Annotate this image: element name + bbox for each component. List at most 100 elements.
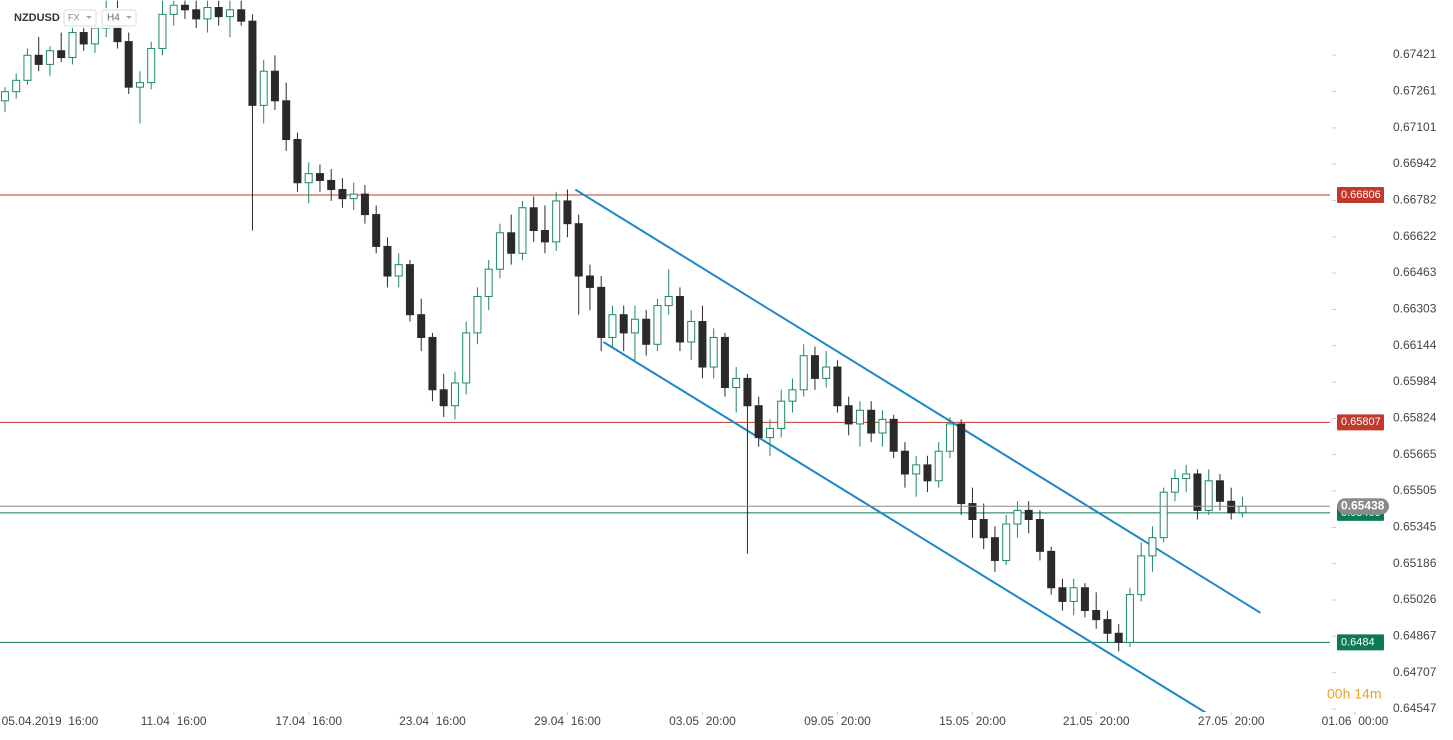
candle-body <box>259 70 268 106</box>
candle-body <box>1080 587 1089 612</box>
candle-body <box>23 54 32 81</box>
candle-body <box>608 314 617 338</box>
interval-button[interactable] <box>101 9 137 27</box>
candle-body <box>1227 500 1236 514</box>
candle-body <box>180 4 189 11</box>
x-tick-label: 11.04 16:00 <box>141 714 207 728</box>
candle-body <box>687 321 696 343</box>
candle-body <box>1193 473 1202 511</box>
candle-body <box>135 82 144 88</box>
candle-body <box>777 400 786 429</box>
y-tick-label: 0.64547 <box>1393 701 1437 715</box>
candle-body <box>304 173 313 184</box>
candle-body <box>563 200 572 225</box>
candle-body <box>540 230 549 243</box>
plot-area <box>0 0 1330 712</box>
candle-body <box>934 450 943 482</box>
candle-body <box>1013 509 1022 525</box>
dropdown-arrow <box>86 16 92 19</box>
y-tick-label: 0.65345 <box>1393 520 1437 534</box>
candle-body <box>675 295 684 343</box>
y-tick-label: 0.65984 <box>1393 374 1437 388</box>
dropdown-arrow <box>126 16 132 19</box>
level-label: 0.66806 <box>1341 189 1381 201</box>
candle-body <box>237 9 246 22</box>
y-tick-label: 0.67261 <box>1393 84 1437 98</box>
candle-body <box>68 32 77 59</box>
candle-body <box>507 232 516 254</box>
candle-body <box>912 464 921 475</box>
y-tick-label: 0.66782 <box>1393 193 1437 207</box>
y-tick-label: 0.67421 <box>1393 47 1437 61</box>
candle-body <box>900 450 909 475</box>
candle-body <box>698 321 707 368</box>
candle-body <box>822 366 831 379</box>
candle-body <box>732 377 741 389</box>
candle-body <box>439 389 448 407</box>
candle-body <box>293 138 302 184</box>
candle-body <box>484 268 493 297</box>
candle-body <box>0 91 9 102</box>
candle-body <box>383 245 392 277</box>
candle-body <box>968 503 977 520</box>
x-tick-label: 05.04.2019 16:00 <box>2 714 99 728</box>
candle-body <box>833 366 842 407</box>
candle-body <box>169 4 178 15</box>
x-tick-label: 21.05 20:00 <box>1063 714 1130 728</box>
candle-body <box>945 423 954 452</box>
candle-body <box>1204 480 1213 511</box>
x-tick-label: 15.05 20:00 <box>939 714 1006 728</box>
candle-body <box>372 214 381 247</box>
y-tick-label: 0.67101 <box>1393 120 1437 134</box>
candle-body <box>799 355 808 391</box>
candle-body <box>12 79 21 93</box>
candle-body <box>495 232 504 270</box>
y-tick-label: 0.65505 <box>1393 483 1437 497</box>
candle-body <box>597 286 606 338</box>
candle-body <box>1069 587 1078 602</box>
interval: H4 <box>107 13 120 24</box>
y-tick-label: 0.65186 <box>1393 556 1437 570</box>
candle-body <box>619 314 628 334</box>
candle-body <box>574 223 583 277</box>
candle-body <box>462 332 471 384</box>
candle-body <box>642 318 651 345</box>
candle-body <box>282 100 291 140</box>
level-label-bg <box>1337 414 1384 431</box>
candle-body <box>1002 523 1011 561</box>
candle-body <box>57 50 66 59</box>
candle-body <box>192 9 201 20</box>
candle-body <box>653 305 662 345</box>
y-tick-label: 0.65665 <box>1393 447 1437 461</box>
y-tick-label: 0.66144 <box>1393 338 1437 352</box>
candle-body <box>45 50 54 65</box>
x-tick-label: 23.04 16:00 <box>399 714 466 728</box>
x-tick-label: 03.05 20:00 <box>669 714 736 728</box>
level-label-bg <box>1337 634 1384 651</box>
candle-body <box>855 409 864 425</box>
market-button[interactable] <box>63 9 97 27</box>
candle-body <box>405 264 414 316</box>
candle-body <box>788 389 797 402</box>
candle-body <box>923 464 932 482</box>
candle-body <box>630 318 639 334</box>
x-tick-label: 01.06 00:00 <box>1322 714 1389 728</box>
level-label: 0.6484 <box>1341 636 1375 648</box>
trendline <box>574 188 1261 614</box>
candle-body <box>518 207 527 254</box>
axes: 0.67421 0.67261 0.67101 0.66942 0.66782 0.666… <box>2 47 1437 728</box>
candle-body <box>1092 610 1101 621</box>
candle-body <box>990 537 999 561</box>
symbol-header: NZDUSD FX H4 <box>4 8 137 28</box>
x-tick-label: 09.05 20:00 <box>804 714 871 728</box>
candle-body <box>1137 555 1146 596</box>
candle-body <box>90 27 99 45</box>
symbol[interactable]: NZDUSD <box>14 12 60 24</box>
candle-body <box>158 13 167 49</box>
candle-body <box>1114 632 1123 643</box>
y-tick-label: 0.66942 <box>1393 156 1437 170</box>
candle-body <box>1103 619 1112 634</box>
candle-body <box>338 189 347 200</box>
candle-body <box>214 7 223 18</box>
